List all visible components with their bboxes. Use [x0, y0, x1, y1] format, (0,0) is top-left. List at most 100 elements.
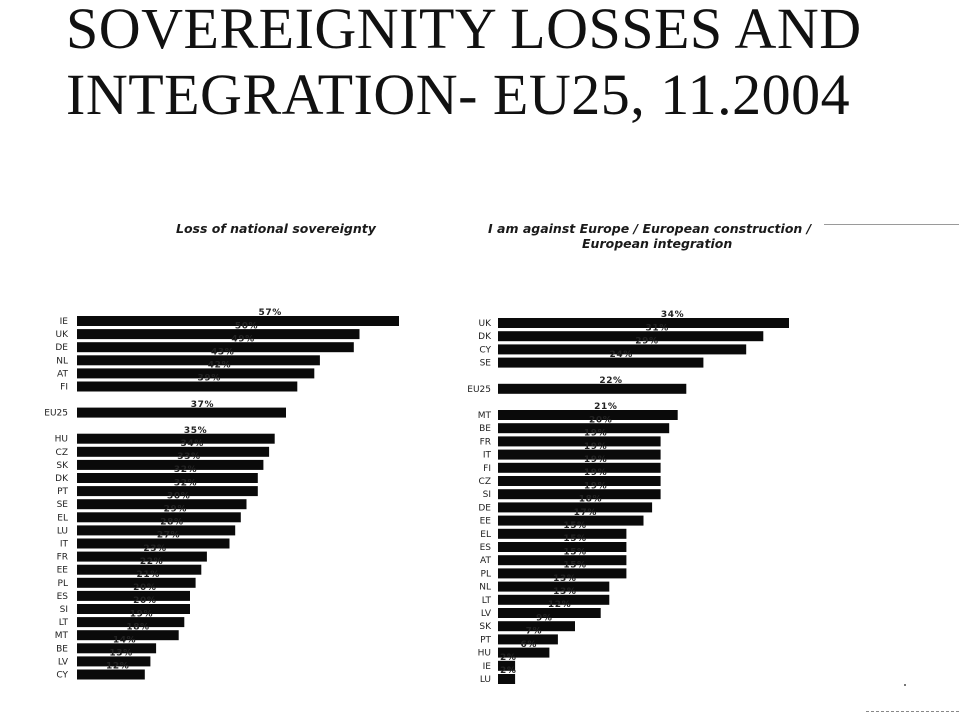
category-label-be: BE [56, 644, 68, 654]
category-label-si: SI [483, 490, 491, 500]
bar-mt [77, 630, 179, 641]
bar-el [77, 512, 241, 523]
category-label-pt: PT [480, 635, 491, 645]
page-title-line-2: INTEGRATION- EU25, 11.2004 [66, 62, 851, 127]
category-label-cy: CY [56, 671, 68, 681]
category-label-fi: FI [60, 383, 68, 393]
value-label-eu25: 37% [191, 400, 214, 410]
category-label-el: EL [57, 513, 68, 523]
value-label-de: 18% [579, 495, 602, 505]
value-label-nl: 13% [553, 574, 576, 584]
category-label-at: AT [480, 556, 491, 566]
category-label-sk: SK [479, 622, 492, 632]
value-label-at: 15% [563, 547, 586, 557]
value-label-ie: 2% [500, 653, 516, 663]
bar-lv [77, 656, 151, 667]
category-label-pt: PT [57, 487, 68, 497]
bar-it [498, 449, 661, 460]
bar-ie [498, 660, 516, 671]
category-label-hu: HU [478, 649, 491, 659]
bar-si [77, 604, 190, 614]
bar-lu [77, 525, 236, 536]
value-label-ee: 22% [140, 557, 163, 567]
value-label-lu: 2% [500, 666, 516, 676]
category-label-dk: DK [478, 332, 492, 342]
category-label-ee: EE [480, 517, 492, 527]
bar-lv [498, 608, 601, 618]
value-label-pt: 32% [174, 478, 197, 488]
bar-de [77, 342, 354, 353]
value-label-nl: 43% [211, 348, 234, 358]
value-label-ee: 17% [574, 508, 597, 518]
value-label-pl: 21% [137, 570, 160, 580]
bar-fr [498, 436, 661, 447]
category-label-fr: FR [480, 437, 491, 447]
bar-de [498, 502, 653, 513]
category-label-lu: LU [57, 526, 68, 536]
bar-si [498, 489, 661, 500]
bar-cy [498, 344, 747, 355]
value-label-lv: 12% [548, 600, 571, 610]
bar-pt [77, 486, 258, 497]
value-label-de: 49% [231, 334, 254, 344]
left-bar-chart: IE 57% UK 50% DE 49% NL 43% AT 42% FI 39% EU25 37% HU 3… [44, 308, 399, 681]
category-label-lu: LU [480, 675, 491, 685]
value-label-mt: 21% [594, 402, 617, 412]
bar-be [498, 423, 670, 434]
category-label-ie: IE [60, 317, 69, 327]
bar-uk [498, 318, 789, 328]
value-label-lt: 19% [130, 609, 153, 619]
category-label-eu25: EU25 [44, 409, 68, 419]
category-label-cz: CZ [479, 477, 491, 487]
bar-eu25 [77, 407, 286, 418]
page-title-line-1: SOVEREIGNITY LOSSES AND [66, 0, 862, 61]
bar-cy [77, 669, 145, 680]
decorative-dot [904, 684, 906, 686]
bar-nl [498, 581, 610, 592]
category-label-pl: PL [481, 569, 491, 579]
bar-es [498, 542, 627, 552]
value-label-dk: 31% [646, 323, 669, 333]
category-label-nl: NL [479, 583, 491, 593]
value-label-fr: 19% [584, 429, 607, 439]
right-chart-title: I am against Europe / European construct… [488, 221, 811, 252]
bar-hu [77, 433, 275, 444]
category-label-uk: UK [56, 330, 70, 340]
value-label-eu25: 22% [599, 376, 622, 386]
value-label-dk: 32% [174, 465, 197, 475]
value-label-cy: 29% [635, 337, 658, 347]
category-label-it: IT [483, 451, 492, 461]
value-label-fr: 23% [143, 544, 166, 554]
bar-cz [77, 446, 270, 457]
value-label-sk: 33% [177, 452, 200, 462]
category-label-ie: IE [483, 662, 492, 672]
category-label-ee: EE [57, 566, 69, 576]
category-label-fi: FI [483, 464, 491, 474]
category-label-nl: NL [56, 356, 68, 366]
value-label-cz: 19% [584, 468, 607, 478]
category-label-dk: DK [55, 474, 69, 484]
value-label-si: 19% [584, 481, 607, 491]
right-chart-title-line-1: I am against Europe / European construct… [488, 221, 812, 236]
value-label-be: 20% [589, 415, 612, 425]
category-label-es: ES [57, 592, 69, 602]
value-label-si: 20% [133, 596, 156, 606]
bar-sk [77, 459, 264, 470]
value-label-hu: 6% [521, 640, 537, 650]
value-label-at: 42% [208, 361, 231, 371]
bar-lu [498, 674, 516, 684]
value-label-fi: 19% [584, 455, 607, 465]
bar-be [77, 643, 157, 654]
bar-es [77, 590, 190, 601]
value-label-ie: 57% [259, 308, 282, 318]
bar-se [77, 499, 247, 510]
value-label-be: 14% [113, 636, 136, 646]
bar-dk [498, 331, 764, 342]
category-label-eu25: EU25 [467, 385, 491, 395]
value-label-sk: 9% [536, 613, 552, 623]
right-bar-chart: UK 34% DK 31% CY 29% SE 24% EU25 22% MT 21% BE 20% FR 1… [467, 310, 789, 685]
bar-pl [498, 568, 627, 579]
value-label-cz: 34% [181, 439, 204, 449]
category-label-de: DE [478, 503, 491, 513]
